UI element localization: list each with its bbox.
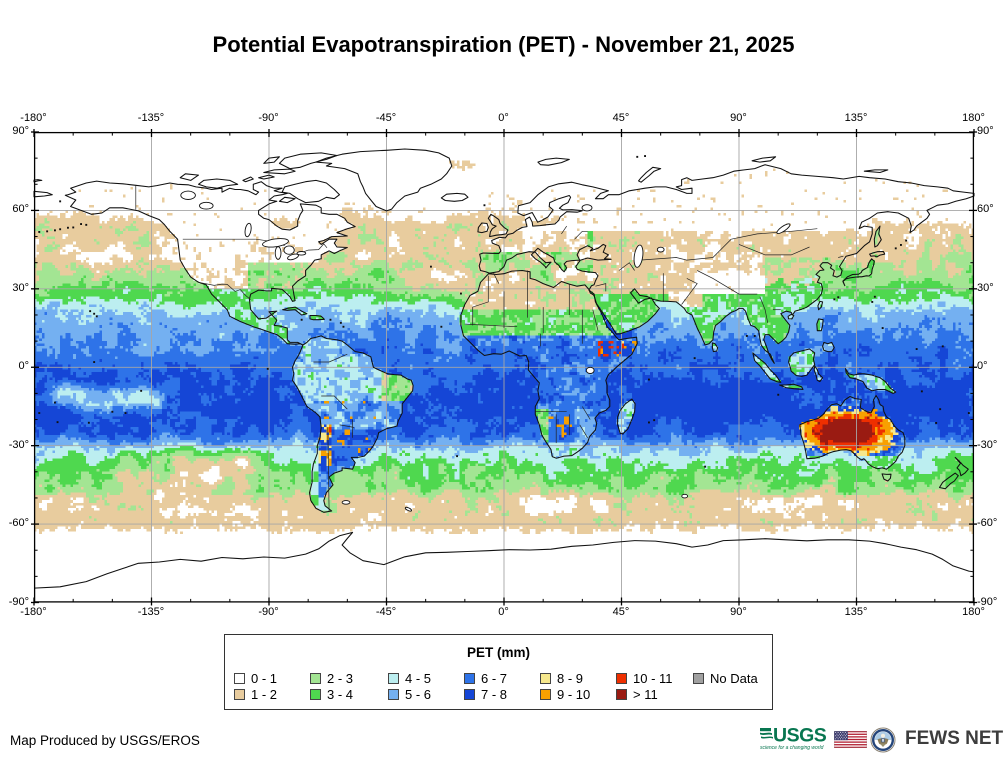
svg-text:USGS: USGS [773,725,827,747]
svg-text:science for a changing world: science for a changing world [760,745,824,751]
